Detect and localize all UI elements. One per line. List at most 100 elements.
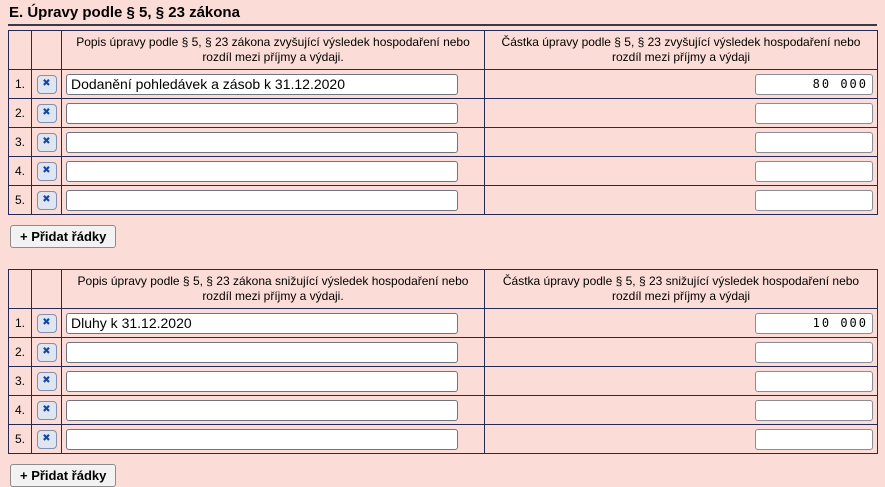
delete-cell: ✖ [31,98,62,128]
delete-icon: ✖ [42,136,51,147]
add-rows-button[interactable]: + Přidat řádky [10,225,117,248]
delete-row-button[interactable]: ✖ [36,103,57,123]
delete-cell: ✖ [31,69,62,99]
add-rows-button[interactable]: + Přidat řádky [10,464,117,487]
delete-icon: ✖ [42,404,51,415]
castka-input[interactable] [755,312,873,334]
popis-cell [61,424,485,454]
delete-row-button[interactable]: ✖ [36,342,57,362]
popis-cell [61,308,485,338]
popis-cell [61,337,485,367]
delete-cell: ✖ [31,424,62,454]
row-number: 5. [8,185,32,215]
delete-icon: ✖ [42,346,51,357]
castka-input[interactable] [755,160,873,182]
table-row: 1. ✖ [8,69,878,99]
delete-cell: ✖ [31,127,62,157]
delete-row-button[interactable]: ✖ [36,132,57,152]
popis-input[interactable] [66,399,458,421]
delete-column-header [31,269,62,309]
delete-row-button[interactable]: ✖ [36,161,57,181]
delete-cell: ✖ [31,395,62,425]
castka-cell [484,156,878,186]
row-number: 3. [8,127,32,157]
popis-cell [61,395,485,425]
row-number: 3. [8,366,32,396]
table-row: 5. ✖ [8,424,878,454]
decrease-adjustments-table: Popis úpravy podle § 5, § 23 zákona sniž… [8,269,878,454]
castka-column-header: Částka úpravy podle § 5, § 23 zvyšující … [484,30,878,70]
table-row: 2. ✖ [8,337,878,367]
castka-cell [484,337,878,367]
delete-row-button[interactable]: ✖ [36,313,57,333]
castka-cell [484,185,878,215]
delete-cell: ✖ [31,156,62,186]
table-row: 1. ✖ [8,308,878,338]
castka-cell [484,69,878,99]
popis-input[interactable] [66,73,458,95]
delete-icon: ✖ [42,194,51,205]
castka-column-header: Částka úpravy podle § 5, § 23 snižující … [484,269,878,309]
castka-cell [484,395,878,425]
popis-input[interactable] [66,428,458,450]
castka-input[interactable] [755,131,873,153]
popis-input[interactable] [66,341,458,363]
popis-column-header: Popis úpravy podle § 5, § 23 zákona zvyš… [61,30,485,70]
table-row: 3. ✖ [8,127,878,157]
delete-row-button[interactable]: ✖ [36,74,57,94]
delete-cell: ✖ [31,185,62,215]
popis-cell [61,69,485,99]
popis-input[interactable] [66,312,458,334]
increase-adjustments-table: Popis úpravy podle § 5, § 23 zákona zvyš… [8,30,878,215]
table-row: 4. ✖ [8,395,878,425]
popis-input[interactable] [66,370,458,392]
table-row: 5. ✖ [8,185,878,215]
popis-input[interactable] [66,102,458,124]
castka-input[interactable] [755,189,873,211]
delete-column-header [31,30,62,70]
row-number: 4. [8,395,32,425]
row-number: 4. [8,156,32,186]
delete-cell: ✖ [31,337,62,367]
castka-cell [484,98,878,128]
increase-adjustments-section: Popis úpravy podle § 5, § 23 zákona zvyš… [8,30,878,248]
row-number: 2. [8,98,32,128]
row-number-header [8,269,32,309]
delete-row-button[interactable]: ✖ [36,429,57,449]
popis-input[interactable] [66,189,458,211]
row-number: 1. [8,69,32,99]
delete-cell: ✖ [31,308,62,338]
castka-input[interactable] [755,428,873,450]
delete-cell: ✖ [31,366,62,396]
decrease-adjustments-section: Popis úpravy podle § 5, § 23 zákona sniž… [8,269,878,487]
row-number: 5. [8,424,32,454]
popis-cell [61,156,485,186]
delete-icon: ✖ [42,317,51,328]
popis-input[interactable] [66,131,458,153]
castka-input[interactable] [755,102,873,124]
popis-input[interactable] [66,160,458,182]
delete-icon: ✖ [42,433,51,444]
row-number-header [8,30,32,70]
header-row: Popis úpravy podle § 5, § 23 zákona zvyš… [8,30,878,70]
castka-input[interactable] [755,370,873,392]
table-row: 3. ✖ [8,366,878,396]
delete-row-button[interactable]: ✖ [36,190,57,210]
popis-cell [61,185,485,215]
table-row: 2. ✖ [8,98,878,128]
delete-icon: ✖ [42,165,51,176]
castka-cell [484,308,878,338]
header-row: Popis úpravy podle § 5, § 23 zákona sniž… [8,269,878,309]
delete-icon: ✖ [42,78,51,89]
row-number: 2. [8,337,32,367]
delete-row-button[interactable]: ✖ [36,371,57,391]
castka-input[interactable] [755,341,873,363]
delete-icon: ✖ [42,375,51,386]
delete-icon: ✖ [42,107,51,118]
popis-column-header: Popis úpravy podle § 5, § 23 zákona sniž… [61,269,485,309]
castka-cell [484,424,878,454]
popis-cell [61,98,485,128]
castka-input[interactable] [755,73,873,95]
delete-row-button[interactable]: ✖ [36,400,57,420]
castka-input[interactable] [755,399,873,421]
